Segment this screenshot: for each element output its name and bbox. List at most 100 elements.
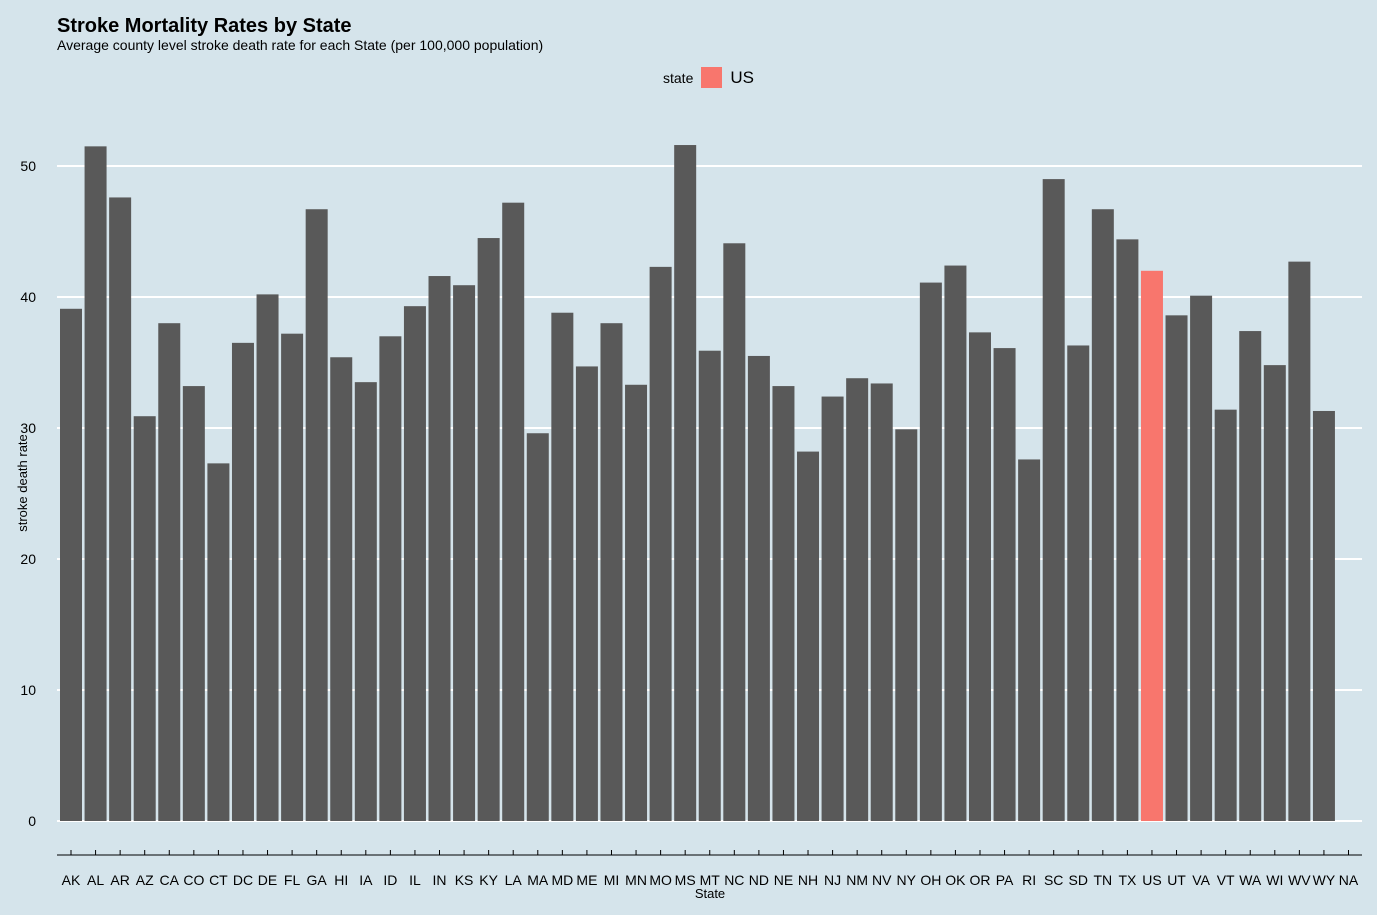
x-tick-label-me: ME — [576, 872, 597, 888]
bar-ms — [674, 145, 697, 822]
y-tick-label-20: 20 — [20, 551, 36, 567]
bar-mo — [649, 266, 672, 821]
x-tick-label-oh: OH — [920, 872, 941, 888]
bar-la — [502, 202, 525, 821]
x-tick-label-nj: NJ — [824, 872, 841, 888]
legend: state US — [663, 67, 754, 88]
x-tick-label-la: LA — [505, 872, 523, 888]
x-tick-label-ia: IA — [359, 872, 373, 888]
x-tick-label-ks: KS — [455, 872, 474, 888]
bar-il — [403, 306, 426, 821]
bar-wy — [1312, 410, 1335, 821]
bar-tn — [1091, 209, 1114, 822]
y-axis-title: stroke death rate — [15, 434, 30, 532]
x-tick-label-mt: MT — [700, 872, 721, 888]
bar-tx — [1116, 239, 1139, 822]
x-tick-label-wi: WI — [1266, 872, 1283, 888]
x-tick-label-nd: ND — [749, 872, 769, 888]
bar-sc — [1042, 179, 1065, 822]
x-tick-label-in: IN — [433, 872, 447, 888]
bar-ky — [477, 238, 500, 822]
bar-ma — [526, 433, 549, 821]
x-tick-label-pa: PA — [996, 872, 1014, 888]
bar-ny — [895, 429, 918, 821]
x-tick-label-tx: TX — [1118, 872, 1137, 888]
bar-nv — [870, 383, 893, 821]
bar-ga — [305, 209, 328, 822]
x-tick-label-ok: OK — [945, 872, 966, 888]
x-tick-label-hi: HI — [334, 872, 348, 888]
y-axis: 0 10 20 30 40 50 — [20, 158, 36, 829]
x-tick-label-ma: MA — [527, 872, 549, 888]
x-tick-label-wv: WV — [1288, 872, 1311, 888]
y-tick-label-50: 50 — [20, 158, 36, 174]
x-tick-label-us: US — [1142, 872, 1161, 888]
chart-subtitle: Average county level stroke death rate f… — [57, 37, 544, 53]
x-tick-label-ct: CT — [209, 872, 228, 888]
x-tick-label-mo: MO — [649, 872, 672, 888]
bar-mi — [600, 323, 623, 821]
x-tick-label-al: AL — [87, 872, 104, 888]
bar-ca — [158, 323, 181, 821]
x-tick-label-nc: NC — [724, 872, 744, 888]
x-tick-label-ut: UT — [1167, 872, 1186, 888]
x-tick-label-md: MD — [551, 872, 573, 888]
x-tick-label-ne: NE — [774, 872, 793, 888]
x-tick-label-mi: MI — [604, 872, 620, 888]
bar-ia — [354, 382, 377, 821]
bar-wi — [1263, 365, 1286, 821]
bar-me — [575, 366, 598, 821]
x-tick-label-dc: DC — [233, 872, 253, 888]
bar-nh — [797, 451, 820, 821]
x-tick-label-ms: MS — [675, 872, 696, 888]
x-tick-label-wa: WA — [1239, 872, 1262, 888]
bar-nj — [821, 396, 844, 821]
x-tick-label-il: IL — [409, 872, 421, 888]
x-tick-label-or: OR — [969, 872, 990, 888]
x-tick-label-sd: SD — [1069, 872, 1088, 888]
bar-de — [256, 294, 279, 821]
y-tick-label-0: 0 — [28, 813, 36, 829]
chart-title: Stroke Mortality Rates by State — [57, 15, 352, 37]
bar-ri — [1018, 459, 1041, 821]
x-tick-label-ny: NY — [897, 872, 917, 888]
bar-mt — [698, 350, 721, 821]
bars — [60, 145, 1335, 822]
x-tick-label-wy: WY — [1313, 872, 1336, 888]
bar-az — [133, 416, 156, 821]
bar-ks — [453, 285, 476, 822]
bar-fl — [281, 333, 304, 821]
bar-sd — [1067, 345, 1090, 821]
y-tick-label-30: 30 — [20, 420, 36, 436]
x-tick-label-az: AZ — [136, 872, 154, 888]
x-tick-label-de: DE — [258, 872, 277, 888]
bar-ak — [60, 308, 82, 821]
x-tick-label-nm: NM — [846, 872, 868, 888]
x-tick-label-tn: TN — [1093, 872, 1112, 888]
x-tick-label-va: VA — [1192, 872, 1210, 888]
bar-wv — [1288, 261, 1311, 821]
bar-md — [551, 312, 574, 821]
bar-al — [84, 146, 107, 822]
bar-ok — [944, 265, 967, 821]
x-tick-label-mn: MN — [625, 872, 647, 888]
x-tick-label-ak: AK — [62, 872, 81, 888]
bar-ut — [1165, 315, 1188, 821]
x-tick-label-vt: VT — [1217, 872, 1235, 888]
x-axis-title: State — [695, 886, 725, 901]
bar-mn — [625, 384, 648, 821]
bar-pa — [993, 348, 1016, 821]
x-tick-label-co: CO — [183, 872, 204, 888]
bar-nc — [723, 243, 746, 822]
x-tick-label-ky: KY — [479, 872, 498, 888]
x-tick-label-ar: AR — [110, 872, 129, 888]
x-tick-label-sc: SC — [1044, 872, 1063, 888]
legend-swatch-us — [701, 67, 723, 88]
x-tick-label-ga: GA — [307, 872, 328, 888]
bar-nm — [846, 378, 869, 821]
bar-co — [182, 386, 205, 821]
bar-us — [1140, 270, 1163, 821]
bar-vt — [1214, 409, 1237, 821]
bar-nd — [747, 355, 770, 821]
